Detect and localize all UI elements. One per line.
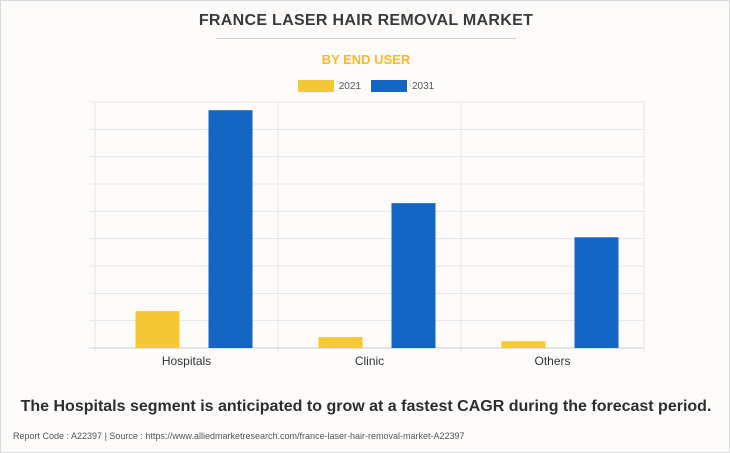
- bar-2031-others: [574, 237, 619, 348]
- bar-chart: Hospitals Clinic Others: [89, 101, 645, 368]
- legend-swatch-2021: [297, 80, 334, 92]
- x-tick-label-hospitals: Hospitals: [162, 354, 211, 368]
- bar-2031-clinic: [391, 203, 436, 348]
- chart-caption: The Hospitals segment is anticipated to …: [20, 398, 712, 415]
- legend-item-2031[interactable]: 2031: [371, 80, 434, 92]
- bar-2031-hospitals: [208, 110, 253, 348]
- chart-legend: 2021 2031: [1, 80, 730, 92]
- x-tick-label-clinic: Clinic: [355, 354, 384, 368]
- legend-item-2021[interactable]: 2021: [297, 80, 361, 92]
- chart-subtitle: BY END USER: [321, 52, 411, 67]
- legend-label-2021: 2021: [338, 80, 361, 92]
- legend-swatch-2031: [371, 80, 407, 92]
- bar-2021-others: [501, 341, 546, 348]
- chart-title: FRANCE LASER HAIR REMOVAL MARKET: [198, 12, 534, 29]
- bar-2021-hospitals: [135, 311, 180, 348]
- legend-label-2031: 2031: [412, 80, 435, 92]
- x-tick-label-others: Others: [534, 354, 570, 368]
- title-divider: [216, 38, 516, 39]
- report-footer: Report Code : A22397 | Source : https://…: [13, 431, 465, 441]
- bar-2021-clinic: [318, 337, 363, 348]
